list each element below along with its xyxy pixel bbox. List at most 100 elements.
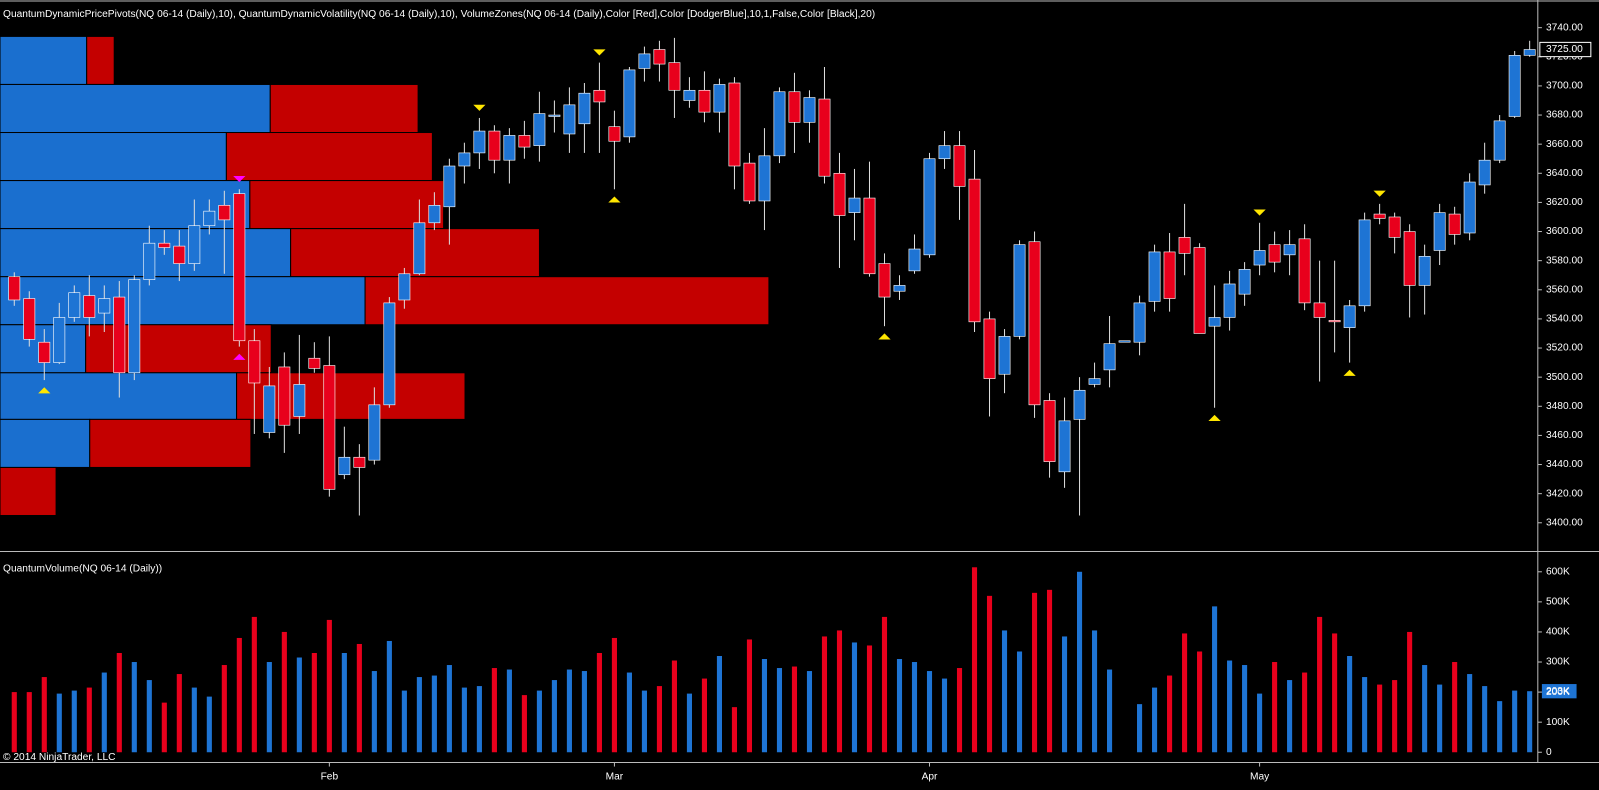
- candle-body: [1373, 213, 1386, 219]
- volume-bar: [1407, 631, 1413, 753]
- candle-body: [623, 69, 636, 138]
- y-tick-label: 3440.00: [1546, 459, 1583, 470]
- candle-body: [1523, 49, 1536, 56]
- candle-body: [878, 263, 891, 298]
- volume-bar: [146, 680, 152, 753]
- y-tick-label: 500K: [1546, 597, 1570, 608]
- candle-body: [68, 292, 81, 318]
- candle-body: [143, 242, 156, 280]
- volume-bar: [476, 686, 482, 753]
- candle-body: [1328, 320, 1341, 323]
- volume-bar: [1392, 680, 1398, 753]
- y-tick-label: 100K: [1546, 717, 1570, 728]
- candle-body: [578, 92, 591, 125]
- candle-body: [98, 298, 111, 314]
- current-price-box: [1539, 41, 1592, 58]
- volume-bar: [686, 693, 692, 753]
- candle-body: [1403, 231, 1416, 286]
- volume-bar: [641, 690, 647, 753]
- volume-bar: [1377, 684, 1383, 753]
- volume-bar: [1137, 704, 1143, 753]
- candle-body: [848, 197, 861, 213]
- candle-body: [713, 84, 726, 113]
- zone-down: [0, 466, 57, 517]
- volume-bar: [11, 692, 17, 753]
- volume-bar: [401, 690, 407, 753]
- candle-body: [1493, 120, 1506, 161]
- volume-bar: [881, 616, 888, 753]
- volume-bar: [1332, 633, 1338, 753]
- candle-body: [533, 113, 546, 146]
- zone-up: [0, 372, 238, 420]
- candle-body: [248, 340, 261, 384]
- candle-body: [668, 62, 681, 91]
- y-tick-label: 3580.00: [1546, 255, 1583, 266]
- volume-bar: [281, 631, 287, 753]
- candle-body: [518, 135, 531, 148]
- candle-body: [128, 279, 141, 374]
- volume-bar: [1512, 690, 1518, 753]
- candle-body: [293, 384, 306, 417]
- volume-bar: [926, 671, 933, 753]
- volume-bar: [1257, 693, 1263, 753]
- volume-bar: [71, 690, 77, 753]
- volume-bar: [1167, 675, 1173, 753]
- volume-bar: [341, 652, 347, 753]
- volume-bar: [1527, 691, 1533, 753]
- candle-body: [818, 98, 831, 177]
- candle-body: [1193, 247, 1206, 334]
- y-tick-label: 3540.00: [1546, 314, 1583, 325]
- x-tick-label: May: [1250, 771, 1270, 782]
- zone-down: [364, 276, 770, 326]
- pivot-low: [608, 196, 621, 203]
- candle-body: [323, 365, 336, 490]
- volume-bar: [716, 656, 723, 753]
- volume-bar: [251, 616, 257, 753]
- candle-body: [353, 456, 366, 468]
- candle-body: [83, 295, 96, 318]
- volume-bar: [161, 702, 167, 753]
- candle-body: [758, 155, 771, 202]
- volume-bar: [1317, 616, 1323, 753]
- volume-bar: [356, 643, 362, 753]
- candle-body: [173, 245, 186, 264]
- pivot-low: [1343, 369, 1356, 376]
- volume-bar: [431, 675, 437, 753]
- candle-body: [383, 302, 396, 406]
- zone-up: [0, 418, 91, 468]
- y-tick-label: 400K: [1546, 627, 1570, 638]
- y-tick-label: 3740.00: [1546, 22, 1583, 33]
- y-tick-label: 3620.00: [1546, 197, 1583, 208]
- volume-bar: [626, 672, 632, 753]
- volume-bar: [1091, 630, 1098, 753]
- y-tick-label: 3420.00: [1546, 488, 1583, 499]
- pivot-high: [1373, 190, 1386, 197]
- plot: [8, 37, 1536, 753]
- candle-body: [1508, 55, 1521, 117]
- candle-body: [413, 222, 426, 275]
- pivot-high: [473, 104, 486, 111]
- candle-body: [938, 145, 951, 160]
- volume-bar: [446, 665, 452, 753]
- volume-bar: [1061, 636, 1068, 753]
- candle-body: [953, 145, 966, 187]
- volume-bar: [1076, 571, 1083, 753]
- pivot-high: [1253, 209, 1266, 216]
- candle-body: [638, 53, 651, 69]
- volume-bar: [851, 642, 858, 753]
- candle-body: [983, 318, 996, 379]
- volume-bar: [581, 671, 587, 753]
- y-tick-label: 3520.00: [1546, 343, 1583, 354]
- volume-bar: [1362, 677, 1368, 753]
- volume-bar: [971, 567, 978, 753]
- candle-body: [1343, 305, 1356, 328]
- candle-body: [263, 385, 276, 433]
- volume-bar: [1497, 701, 1503, 753]
- candle-body: [1043, 400, 1056, 462]
- candle-body: [803, 97, 816, 123]
- volume-bar: [1107, 669, 1113, 753]
- volume-bar: [551, 680, 557, 753]
- volume-bar: [1467, 674, 1473, 753]
